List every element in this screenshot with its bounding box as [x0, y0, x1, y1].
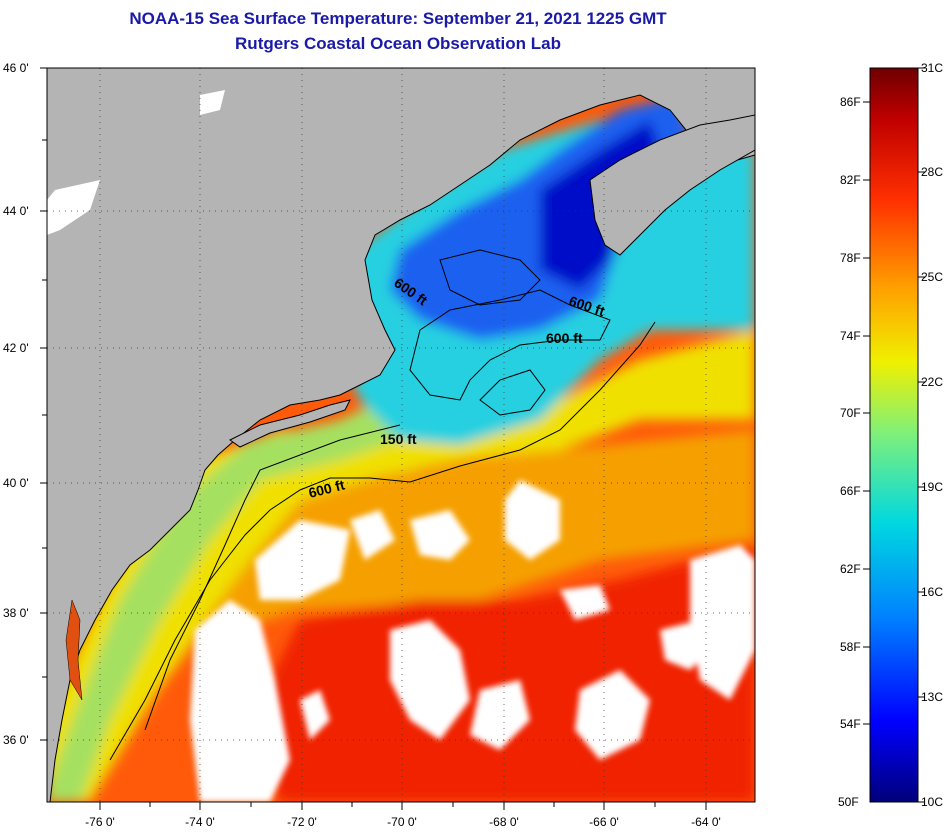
map-subtitle: Rutgers Coastal Ocean Observation Lab: [235, 34, 561, 53]
contour-label: 150 ft: [380, 431, 417, 447]
colorbar-f-label: 70F: [840, 406, 861, 420]
colorbar-c-label: 22C: [921, 375, 943, 389]
lon-label: -64 0': [691, 815, 721, 829]
colorbar-f-label: 58F: [840, 640, 861, 654]
lake-champlain: [47, 180, 100, 235]
contour-150ft: [144, 424, 401, 731]
lat-label: 42 0': [3, 341, 29, 355]
colorbar-f-label: 50F: [838, 795, 859, 809]
long-island-land: [229, 399, 351, 448]
colorbar-f-label: 62F: [840, 562, 861, 576]
colorbar-f-label: 82F: [840, 173, 861, 187]
map-panel: [47, 68, 755, 802]
axis-ticks: [40, 67, 707, 810]
colorbar-c-label: 28C: [921, 165, 943, 179]
colorbar-c-label: 16C: [921, 585, 943, 599]
us-east-coast-land: [47, 68, 755, 802]
colorbar-f-label: 86F: [840, 95, 861, 109]
colorbar-c-label: 10C: [921, 795, 943, 809]
colorbar-f-label: 54F: [840, 717, 861, 731]
temperature-colorbar: 86F 82F 78F 74F 70F 66F 62F 58F 54F 50F …: [838, 61, 943, 809]
inland-lake: [200, 90, 225, 115]
lat-label: 40 0': [3, 476, 29, 490]
graticule: [47, 68, 755, 802]
latitude-labels: 46 0' 44 0' 42 0' 40 0' 38 0' 36 0': [3, 61, 29, 747]
colorbar-f-label: 74F: [840, 329, 861, 343]
cloud-cover: [190, 480, 755, 802]
chesapeake-bay: [65, 599, 83, 701]
lon-label: -68 0': [489, 815, 519, 829]
lon-label: -76 0': [85, 815, 115, 829]
lon-label: -66 0': [589, 815, 619, 829]
colorbar-c-label: 13C: [921, 690, 943, 704]
lon-label: -72 0': [287, 815, 317, 829]
lon-label: -74 0': [185, 815, 215, 829]
contour-600ft: [109, 321, 656, 761]
map-title: NOAA-15 Sea Surface Temperature: Septemb…: [129, 9, 667, 28]
longitude-labels: -76 0' -74 0' -72 0' -70 0' -68 0' -66 0…: [85, 815, 721, 829]
map-frame: [46, 67, 756, 803]
colorbar-c-label: 31C: [921, 61, 943, 75]
contour-label: 600 ft: [546, 330, 583, 346]
green-shelf: [47, 400, 420, 802]
lat-label: 44 0': [3, 204, 29, 218]
colorbar-f-label: 66F: [840, 484, 861, 498]
colorbar-gradient: [869, 67, 919, 803]
contour-gom-600ft: [409, 289, 611, 401]
lon-label: -70 0': [387, 815, 417, 829]
lat-label: 38 0': [3, 606, 29, 620]
colorbar-f-label: 78F: [840, 251, 861, 265]
colorbar-c-label: 25C: [921, 270, 943, 284]
lat-label: 46 0': [3, 61, 29, 75]
lat-label: 36 0': [3, 733, 29, 747]
nova-scotia-land: [589, 114, 755, 256]
colorbar-c-label: 19C: [921, 480, 943, 494]
contour-gom-inner: [439, 249, 541, 306]
contour-georges: [479, 369, 546, 416]
